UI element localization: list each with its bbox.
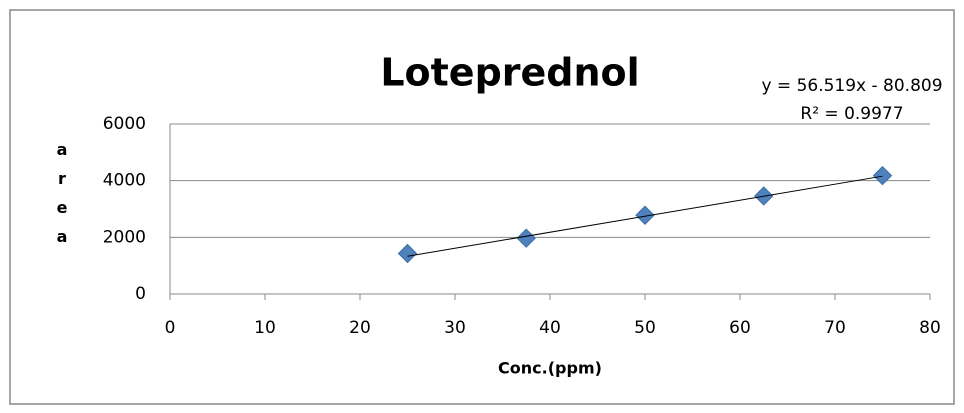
data-point [872, 165, 893, 186]
y-tick-label: 6000 [103, 114, 146, 134]
trendline-equation: y = 56.519x - 80.809 [761, 76, 942, 96]
data-point [635, 205, 655, 225]
y-tick-label: 0 [135, 284, 146, 304]
x-axis-label: Conc.(ppm) [498, 359, 602, 378]
data-point [397, 243, 418, 264]
y-tick-label: 4000 [103, 171, 146, 191]
x-tick-label: 70 [824, 318, 846, 338]
trendline [407, 175, 883, 257]
y-axis-label: area [53, 140, 72, 256]
x-tick-label: 40 [539, 318, 561, 338]
y-tick-label: 2000 [103, 227, 146, 247]
x-tick-label: 20 [349, 318, 371, 338]
r-squared: R² = 0.9977 [800, 104, 903, 124]
x-tick-label: 50 [634, 318, 656, 338]
x-tick-label: 30 [444, 318, 466, 338]
x-tick-label: 80 [919, 318, 941, 338]
chart-border [9, 9, 955, 405]
chart-title: Loteprednol [380, 51, 639, 95]
x-tick-label: 10 [254, 318, 276, 338]
x-tick-label: 0 [165, 318, 176, 338]
x-tick-label: 60 [729, 318, 751, 338]
